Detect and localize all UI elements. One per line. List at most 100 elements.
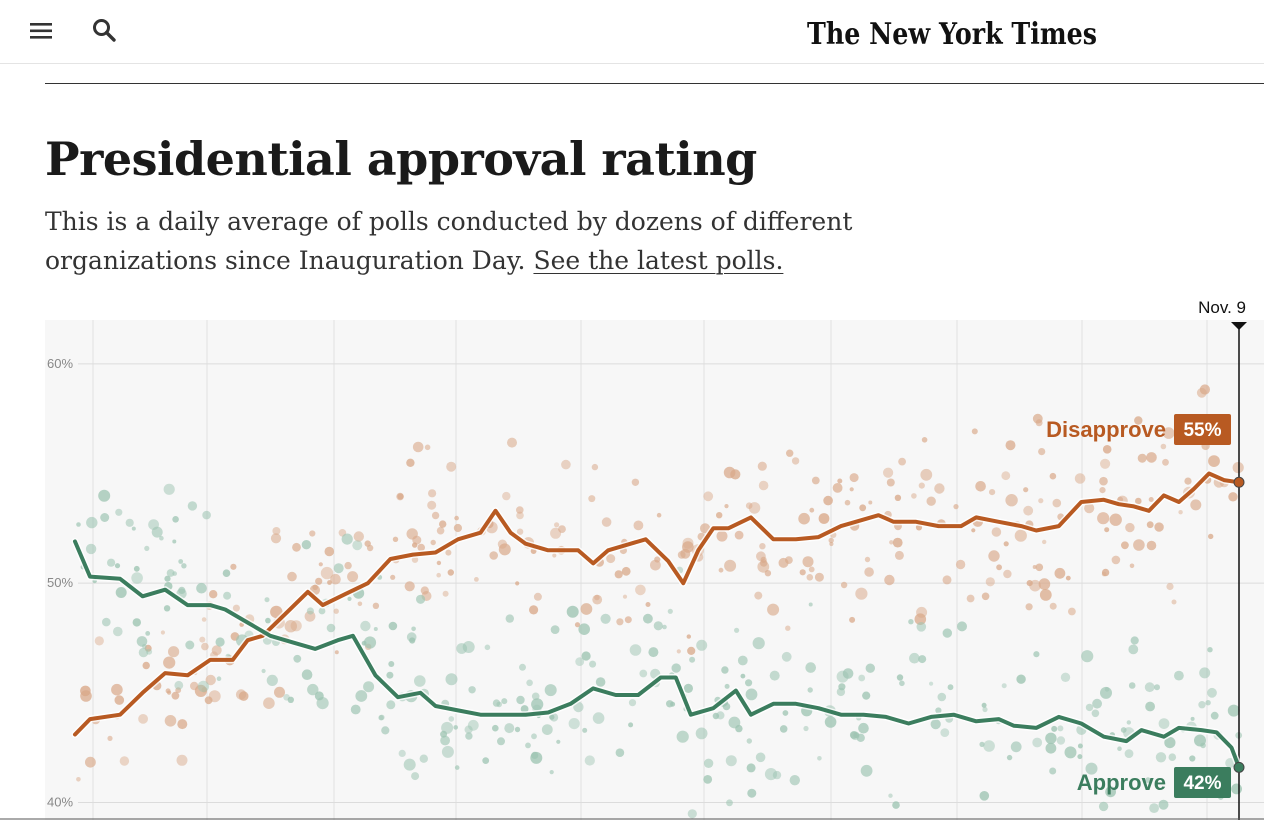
poll-dot	[386, 700, 396, 710]
poll-dot	[1074, 473, 1086, 484]
poll-dot	[197, 680, 210, 693]
poll-dot	[628, 699, 637, 707]
poll-dot	[1149, 803, 1159, 813]
poll-dot	[1081, 650, 1094, 663]
poll-dot	[445, 549, 452, 556]
poll-dot	[723, 466, 736, 479]
poll-dot	[211, 645, 222, 656]
poll-dot	[1064, 746, 1077, 759]
poll-dot	[201, 617, 207, 622]
poll-dot	[778, 557, 789, 568]
latest-polls-link[interactable]: See the latest polls.	[533, 246, 784, 275]
poll-dot	[1039, 589, 1052, 601]
poll-dot	[953, 504, 959, 510]
nyt-logo[interactable]: The New York Times	[800, 8, 1105, 58]
poll-dot	[1077, 743, 1083, 749]
poll-dot	[196, 582, 207, 594]
poll-dot	[550, 625, 560, 634]
poll-dot	[1207, 687, 1217, 698]
poll-dot	[1200, 742, 1206, 749]
poll-dot	[724, 504, 729, 509]
poll-dot	[132, 618, 141, 627]
poll-dot	[111, 683, 123, 696]
poll-dot	[1121, 541, 1129, 550]
poll-dot	[419, 754, 428, 763]
poll-dot	[1160, 443, 1167, 450]
poll-dot	[615, 748, 625, 757]
poll-dot	[411, 626, 416, 632]
poll-dot	[1168, 753, 1177, 761]
poll-dot	[516, 506, 524, 514]
poll-dot	[201, 642, 209, 651]
poll-dot	[864, 556, 871, 563]
poll-dot	[752, 637, 765, 650]
poll-dot	[929, 681, 934, 686]
poll-dot	[1190, 716, 1195, 721]
poll-dots	[76, 384, 1244, 819]
poll-dot	[814, 572, 824, 582]
poll-dot	[724, 683, 730, 689]
poll-dot	[516, 695, 525, 705]
poll-dot	[320, 566, 334, 580]
poll-dot	[832, 483, 843, 493]
poll-dot	[683, 683, 694, 693]
poll-dot	[549, 770, 554, 775]
poll-dot	[975, 481, 986, 492]
hamburger-menu-icon[interactable]	[28, 18, 54, 44]
poll-dot	[735, 724, 743, 733]
poll-dot	[292, 542, 301, 552]
poll-dot	[264, 597, 270, 603]
poll-dot	[263, 697, 275, 709]
poll-dot	[1005, 440, 1016, 451]
poll-dot	[575, 657, 585, 666]
poll-dot	[1178, 510, 1183, 515]
poll-dot	[230, 563, 237, 570]
poll-dot	[168, 646, 180, 658]
poll-dot	[842, 668, 854, 679]
poll-dot	[1060, 672, 1071, 682]
poll-dot	[755, 752, 766, 763]
poll-dot	[1128, 644, 1139, 655]
poll-dot	[849, 473, 859, 483]
poll-dot	[357, 601, 363, 607]
poll-dot	[556, 739, 561, 744]
poll-dot	[1207, 647, 1213, 653]
poll-dot	[1102, 445, 1112, 454]
poll-dot	[1208, 455, 1220, 467]
poll-dot	[1099, 476, 1108, 486]
poll-dot	[1189, 755, 1196, 762]
poll-dot	[185, 640, 195, 650]
poll-dot	[1154, 522, 1164, 532]
poll-dot	[853, 732, 860, 739]
poll-dot	[440, 735, 450, 746]
poll-dot	[937, 692, 947, 702]
poll-dot	[920, 468, 933, 481]
poll-dot	[616, 618, 624, 626]
poll-dot	[274, 686, 285, 698]
poll-dot	[474, 577, 479, 582]
poll-dot	[178, 559, 184, 564]
poll-dot	[1129, 563, 1135, 569]
poll-dot	[621, 566, 631, 576]
poll-dot	[355, 690, 368, 702]
poll-dot	[80, 690, 92, 702]
poll-dot	[525, 742, 531, 749]
poll-dot	[142, 661, 150, 670]
poll-dot	[828, 537, 834, 544]
poll-dot	[301, 540, 312, 550]
poll-dot	[1035, 563, 1044, 572]
poll-dot	[85, 756, 96, 768]
poll-dot	[1146, 540, 1157, 551]
poll-dot	[745, 502, 753, 509]
poll-dot	[520, 705, 529, 713]
poll-dot	[390, 574, 396, 580]
poll-dot	[324, 546, 335, 557]
poll-dot	[114, 695, 125, 705]
poll-dot	[957, 621, 967, 632]
y-tick-label-2: 40%	[47, 794, 73, 809]
poll-dot	[886, 478, 895, 487]
dek-text: This is a daily average of polls conduct…	[45, 207, 853, 275]
poll-dot	[1145, 701, 1155, 712]
search-icon[interactable]	[90, 16, 118, 44]
poll-dot	[119, 756, 130, 766]
